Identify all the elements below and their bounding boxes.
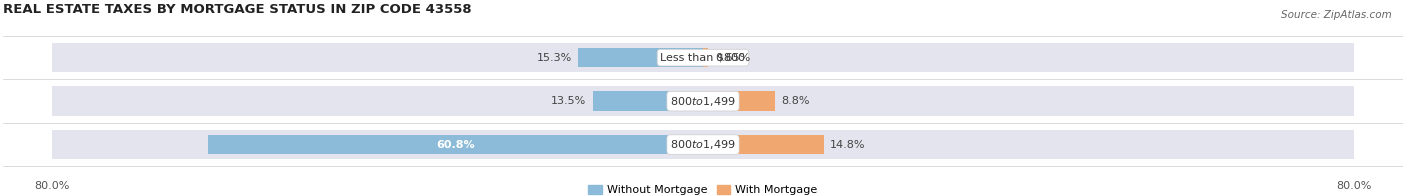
- Bar: [208, 135, 703, 154]
- Bar: [703, 91, 775, 111]
- Bar: [52, 43, 1354, 73]
- Bar: [578, 48, 703, 67]
- Text: 60.8%: 60.8%: [436, 140, 475, 150]
- Bar: [703, 135, 824, 154]
- Text: 14.8%: 14.8%: [830, 140, 866, 150]
- Text: 0.65%: 0.65%: [714, 53, 749, 63]
- Text: Less than $800: Less than $800: [661, 53, 745, 63]
- Bar: [703, 48, 709, 67]
- Text: Source: ZipAtlas.com: Source: ZipAtlas.com: [1281, 10, 1392, 20]
- Bar: [593, 91, 703, 111]
- Bar: [52, 130, 1354, 159]
- Text: 8.8%: 8.8%: [782, 96, 810, 106]
- Text: $800 to $1,499: $800 to $1,499: [671, 95, 735, 108]
- Text: $800 to $1,499: $800 to $1,499: [671, 138, 735, 151]
- Bar: [52, 86, 1354, 116]
- Text: REAL ESTATE TAXES BY MORTGAGE STATUS IN ZIP CODE 43558: REAL ESTATE TAXES BY MORTGAGE STATUS IN …: [3, 3, 471, 16]
- Text: 15.3%: 15.3%: [537, 53, 572, 63]
- Text: 13.5%: 13.5%: [551, 96, 586, 106]
- Legend: Without Mortgage, With Mortgage: Without Mortgage, With Mortgage: [588, 185, 818, 195]
